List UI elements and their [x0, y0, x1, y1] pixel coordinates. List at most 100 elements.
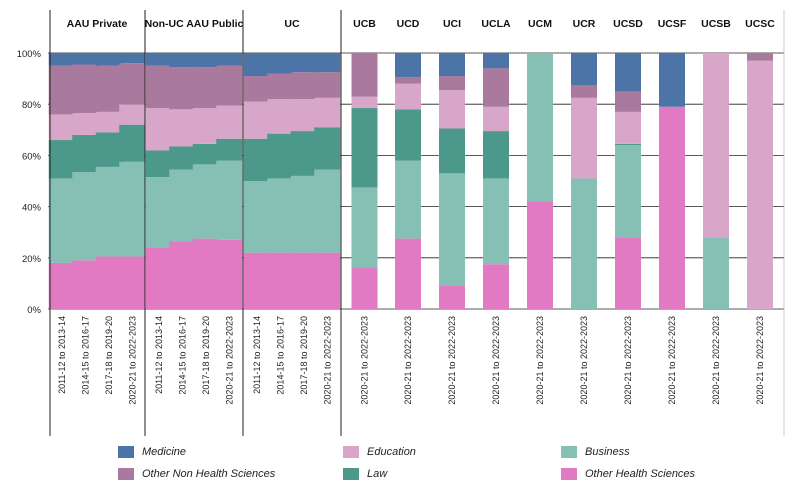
- bar-segment: [145, 177, 172, 248]
- bar-segment: [267, 133, 294, 179]
- bar-segment: [72, 134, 99, 173]
- x-tick-label: 2020-21 to 2022-2023: [755, 316, 765, 405]
- bar-segment: [95, 132, 122, 167]
- bar-segment: [48, 65, 75, 115]
- bar-segment: [72, 53, 99, 65]
- bar-segment: [48, 262, 75, 309]
- bar-segment: [290, 131, 317, 176]
- bar-segment: [95, 65, 122, 112]
- bar-segment: [216, 105, 243, 139]
- bar-segment: [216, 65, 243, 106]
- group-label: UCI: [443, 18, 461, 30]
- bar-segment: [351, 108, 378, 188]
- bar-segment: [119, 104, 146, 125]
- bar-segment: [243, 181, 270, 253]
- legend-item: Medicine: [118, 446, 186, 458]
- legend-label: Other Non Health Sciences: [142, 468, 276, 480]
- bar-segment: [351, 187, 378, 269]
- bar-segment: [527, 201, 553, 309]
- bar-segment: [659, 53, 685, 107]
- bar-segment: [351, 96, 378, 109]
- x-tick-label: 2014-15 to 2016-17: [177, 316, 187, 395]
- bar-segment: [615, 111, 641, 144]
- bar-segment: [395, 53, 421, 78]
- bar-segment: [192, 108, 219, 144]
- bar-segment: [72, 172, 99, 261]
- bar-segment: [615, 145, 641, 238]
- bar-segment: [615, 237, 641, 309]
- group-label: UCSF: [658, 18, 687, 30]
- group-label: AAU Private: [67, 18, 128, 30]
- bar-segment: [216, 160, 243, 240]
- bar-segment: [192, 164, 219, 239]
- bar-segment: [395, 238, 421, 309]
- bar-segment: [119, 256, 146, 309]
- bar-segment: [145, 65, 172, 109]
- bar-segment: [439, 53, 465, 77]
- bar-segment: [615, 143, 641, 146]
- legend-label: Law: [367, 468, 388, 480]
- bar-segment: [169, 67, 196, 110]
- bar-segment: [95, 111, 122, 133]
- bar-segment: [395, 160, 421, 239]
- legend-item: Law: [343, 468, 387, 480]
- bar-segment: [267, 53, 294, 74]
- bar-segment: [314, 97, 341, 128]
- x-tick-label: 2014-15 to 2016-17: [275, 316, 285, 395]
- bar-segment: [571, 85, 597, 98]
- bar-segment: [314, 169, 341, 253]
- bar-segment: [483, 178, 509, 265]
- bar-segment: [395, 77, 421, 84]
- legend-label: Education: [367, 446, 416, 458]
- bar-segment: [439, 128, 465, 174]
- legend-label: Medicine: [142, 446, 187, 458]
- legend-label: Other Health Sciences: [585, 468, 696, 480]
- bar-segment: [395, 109, 421, 161]
- bar-segment: [290, 53, 317, 73]
- group-label: UCLA: [481, 18, 511, 30]
- group-label: UCSD: [613, 18, 643, 30]
- legend-swatch: [561, 468, 577, 480]
- bar-segment: [169, 241, 196, 309]
- bar-segment: [48, 114, 75, 141]
- bar-segment: [243, 101, 270, 139]
- x-tick-label: 2011-12 to 2013-14: [154, 316, 164, 394]
- bar-segment: [192, 143, 219, 165]
- bar-segment: [483, 106, 509, 132]
- y-tick-label: 60%: [22, 151, 42, 162]
- bar-segment: [571, 53, 597, 85]
- bar-segment: [483, 131, 509, 179]
- bar-segment: [192, 238, 219, 309]
- group-label: UCM: [528, 18, 552, 30]
- bar-segment: [119, 63, 146, 105]
- bar-segment: [243, 138, 270, 181]
- bar-segment: [145, 108, 172, 151]
- bar-segment: [659, 106, 685, 309]
- bar-segment: [314, 252, 341, 309]
- legend-label: Business: [585, 446, 630, 458]
- bar-segment: [290, 252, 317, 309]
- bar-segment: [314, 127, 341, 170]
- x-tick-label: 2014-15 to 2016-17: [80, 316, 90, 395]
- bar-segment: [119, 124, 146, 162]
- bar-segment: [72, 113, 99, 135]
- bar-segment: [216, 138, 243, 161]
- bar-segment: [169, 146, 196, 170]
- legend-swatch: [343, 468, 359, 480]
- bar-segment: [267, 99, 294, 134]
- legend-swatch: [118, 446, 134, 458]
- legend-swatch: [118, 468, 134, 480]
- x-tick-label: 2020-21 to 2022-2023: [447, 316, 457, 405]
- group-label: Non-UC AAU Public: [145, 18, 244, 30]
- y-tick-label: 100%: [17, 49, 42, 60]
- legend-item: Other Non Health Sciences: [118, 468, 275, 480]
- x-tick-label: 2011-12 to 2013-14: [252, 316, 262, 394]
- legend-item: Education: [343, 446, 416, 458]
- x-tick-label: 2020-21 to 2022-2023: [667, 316, 677, 405]
- legend-swatch: [343, 446, 359, 458]
- bar-segment: [439, 90, 465, 129]
- group-label: UCSC: [745, 18, 775, 30]
- chart-legend: Medicine Education Business Other Non Healt…: [118, 446, 758, 490]
- y-tick-label: 80%: [22, 100, 42, 111]
